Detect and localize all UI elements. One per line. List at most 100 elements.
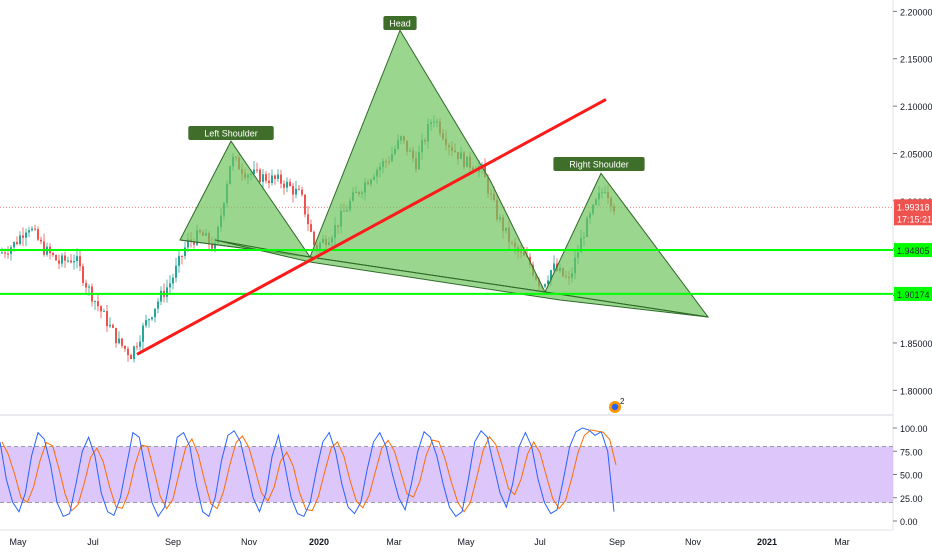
pattern-label-head: Head [389, 19, 411, 29]
candle-body [181, 255, 183, 257]
candle-body [289, 181, 291, 186]
price-tick-label: 1.80000 [900, 386, 932, 396]
time-tick-label: Jul [87, 537, 99, 547]
candle-body [187, 239, 189, 248]
candle-body [1, 252, 3, 254]
candle-body [118, 338, 120, 344]
stoch-tick-label: 50.00 [900, 471, 923, 481]
candle-body [52, 253, 54, 256]
time-tick-label: May [9, 537, 27, 547]
pattern-label-left-shoulder: Left Shoulder [204, 129, 258, 139]
events-icon-core [611, 403, 619, 411]
candle-body [67, 260, 69, 262]
candle-body [109, 324, 111, 327]
candle-body [154, 308, 156, 318]
candle-body [100, 306, 102, 312]
stoch-tick-label: 0.00 [900, 517, 918, 527]
candle-body [25, 232, 27, 238]
candle-body [133, 346, 135, 360]
time-tick-label: May [457, 537, 475, 547]
pattern-label-bg [383, 16, 417, 30]
candle-body [550, 270, 552, 281]
stoch-tick-label: 75.00 [900, 447, 923, 457]
candle-body [40, 239, 42, 242]
candle-body [34, 228, 36, 230]
price-tick-label: 2.15000 [900, 55, 932, 65]
candle-body [262, 174, 264, 182]
candle-body [106, 311, 108, 327]
time-tick-label: Nov [241, 537, 258, 547]
candle-body [169, 283, 171, 288]
trend-line [136, 98, 607, 356]
candle-body [304, 194, 306, 215]
level-tag-label: 1.94805 [897, 246, 930, 256]
candle-body [271, 175, 273, 184]
stoch-k-line [0, 427, 615, 518]
candle-body [310, 224, 312, 232]
candle-body [58, 260, 60, 264]
candle-body [280, 174, 282, 184]
events-count: 2 [620, 397, 625, 406]
candle-body [268, 180, 270, 184]
time-tick-label: Sep [165, 537, 181, 547]
candle-body [4, 252, 6, 254]
stoch-d-line [1, 429, 617, 513]
candle-body [301, 189, 303, 195]
pattern-label-bg [553, 157, 645, 171]
time-tick-label: Mar [834, 537, 850, 547]
stoch-tick-label: 25.00 [900, 494, 923, 504]
candle-body [259, 169, 261, 182]
candle-body [256, 169, 258, 171]
candle-body [130, 355, 132, 360]
candle-body [178, 255, 180, 266]
candle-body [64, 255, 66, 261]
candle-body [307, 214, 309, 225]
candle-body [553, 263, 555, 271]
candle-body [277, 174, 279, 179]
candle-body [175, 265, 177, 278]
candle-body [265, 174, 267, 181]
candle-body [13, 242, 15, 248]
time-tick-label: 2021 [757, 537, 777, 547]
candle-body [547, 280, 549, 285]
candle-body [148, 319, 150, 321]
candle-body [211, 243, 213, 249]
candle-body [127, 348, 129, 356]
candle-body [295, 188, 297, 195]
level-tag-label: 1.90174 [897, 290, 930, 300]
candle-body [7, 253, 9, 255]
candle-body [22, 235, 24, 238]
candle-body [121, 338, 123, 346]
candle-body [283, 183, 285, 188]
candle-body [184, 247, 186, 257]
price-tick-label: 1.85000 [900, 339, 932, 349]
candle-body [55, 255, 57, 261]
candle-body [286, 181, 288, 188]
time-tick-label: Sep [609, 537, 625, 547]
candle-body [94, 301, 96, 303]
pattern-label-bg [188, 126, 274, 140]
current-price-tag [894, 199, 932, 226]
candle-body [151, 317, 153, 320]
candle-body [136, 346, 138, 348]
candle-body [193, 241, 195, 245]
candle-body [88, 286, 90, 288]
countdown-label: 17:15:21 [897, 214, 932, 224]
candle-body [292, 185, 294, 195]
candle-body [76, 256, 78, 262]
candle-body [103, 311, 105, 313]
candle-body [112, 324, 114, 328]
price-tick-label: 2.05000 [900, 149, 932, 159]
time-tick-label: Mar [386, 537, 402, 547]
level-tag-bg [894, 286, 932, 301]
candle-body [298, 188, 300, 190]
time-tick-label: Jul [534, 537, 546, 547]
candle-body [544, 284, 546, 287]
pattern-label-right-shoulder: Right Shoulder [569, 160, 629, 170]
candle-body [19, 235, 21, 245]
candle-body [61, 255, 63, 264]
candle-body [31, 228, 33, 231]
candle-body [82, 266, 84, 283]
level-tag-bg [894, 243, 932, 258]
